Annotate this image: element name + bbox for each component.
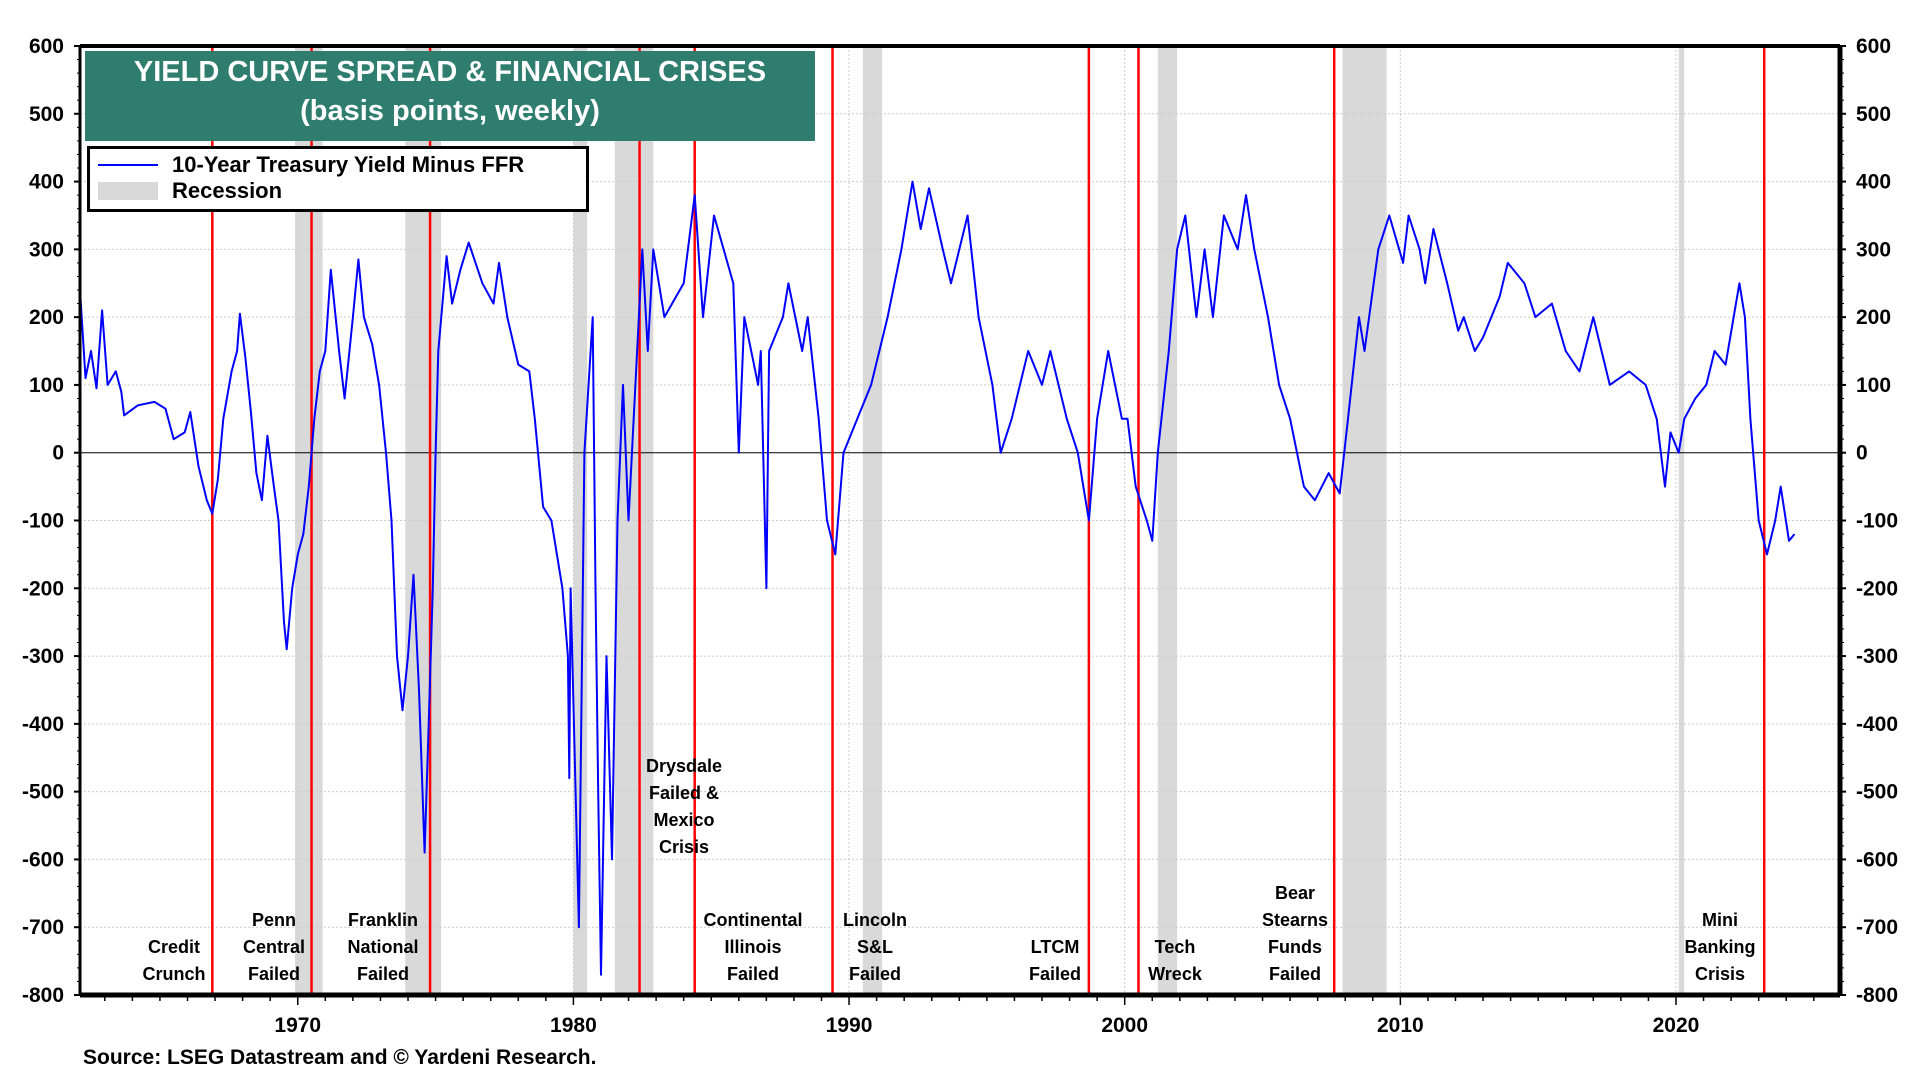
y-tick-label-left: -700 <box>22 916 64 939</box>
y-tick-label-left: 600 <box>29 35 64 58</box>
legend-recession-swatch <box>98 182 158 200</box>
crisis-annotation: Drysdale <box>646 756 722 776</box>
legend-series-label: 10-Year Treasury Yield Minus FFR <box>172 152 525 177</box>
crisis-annotation: Failed <box>1269 964 1321 984</box>
y-tick-label-left: -600 <box>22 848 64 871</box>
legend-line-swatch <box>98 164 158 166</box>
chart-title-box: YIELD CURVE SPREAD & FINANCIAL CRISES (b… <box>85 51 815 141</box>
y-tick-label-right: 300 <box>1856 238 1891 261</box>
legend: 10-Year Treasury Yield Minus FFR Recessi… <box>87 146 589 212</box>
y-tick-label-right: -400 <box>1856 713 1898 736</box>
crisis-annotation: Failed <box>727 964 779 984</box>
crisis-annotation: National <box>347 937 418 957</box>
x-tick-label: 2000 <box>1101 1014 1148 1037</box>
recession-band <box>1157 46 1178 995</box>
crisis-annotation: Failed <box>1029 964 1081 984</box>
y-tick-label-left: -100 <box>22 510 64 533</box>
y-tick-label-right: -600 <box>1856 848 1898 871</box>
y-tick-label-left: 500 <box>29 103 64 126</box>
crisis-annotation: Illinois <box>724 937 781 957</box>
y-tick-label-left: 200 <box>29 306 64 329</box>
chart-subtitle: (basis points, weekly) <box>300 95 600 127</box>
crisis-annotation: Wreck <box>1148 964 1203 984</box>
crisis-annotation: Mexico <box>653 810 714 830</box>
legend-recession-label: Recession <box>172 178 283 203</box>
y-tick-label-right: 400 <box>1856 171 1891 194</box>
crisis-annotation: Credit <box>148 937 200 957</box>
crisis-annotation: Mini <box>1702 910 1738 930</box>
source-note: Source: LSEG Datastream and © Yardeni Re… <box>83 1046 597 1069</box>
y-tick-label-left: -500 <box>22 781 64 804</box>
y-tick-label-left: -300 <box>22 645 64 668</box>
y-tick-label-left: 400 <box>29 171 64 194</box>
y-tick-label-right: 100 <box>1856 374 1891 397</box>
crisis-annotation: Lincoln <box>843 910 907 930</box>
crisis-annotation: Funds <box>1268 937 1322 957</box>
crisis-annotation: Crisis <box>1695 964 1745 984</box>
y-tick-label-right: -300 <box>1856 645 1898 668</box>
y-tick-label-left: 300 <box>29 238 64 261</box>
y-tick-label-left: -400 <box>22 713 64 736</box>
crisis-annotation: Franklin <box>348 910 418 930</box>
y-tick-label-right: -500 <box>1856 781 1898 804</box>
crisis-annotation: Failed <box>248 964 300 984</box>
x-tick-label: 1990 <box>826 1014 873 1037</box>
y-tick-label-right: -100 <box>1856 510 1898 533</box>
crisis-annotation: Banking <box>1684 937 1755 957</box>
legend-item-series: 10-Year Treasury Yield Minus FFR <box>98 152 524 178</box>
x-tick-label: 2020 <box>1653 1014 1700 1037</box>
x-tick-label: 1980 <box>550 1014 597 1037</box>
crisis-annotation: LTCM <box>1031 937 1080 957</box>
y-tick-label-right: 200 <box>1856 306 1891 329</box>
crisis-annotation: S&L <box>857 937 893 957</box>
y-tick-label-right: 600 <box>1856 35 1891 58</box>
crisis-annotation: Crunch <box>143 964 206 984</box>
y-tick-label-right: 500 <box>1856 103 1891 126</box>
series-line <box>79 180 1796 976</box>
crisis-annotation: Penn <box>252 910 296 930</box>
crisis-annotation: Tech <box>1155 937 1196 957</box>
crisis-annotation: Failed <box>357 964 409 984</box>
y-tick-label-left: 100 <box>29 374 64 397</box>
legend-item-recession: Recession <box>98 178 282 204</box>
y-tick-label-right: -700 <box>1856 916 1898 939</box>
x-tick-label: 1970 <box>274 1014 321 1037</box>
y-tick-label-left: -800 <box>22 984 64 1007</box>
crisis-annotation: Central <box>243 937 305 957</box>
crisis-annotation: Stearns <box>1262 910 1328 930</box>
crisis-annotation: Continental <box>704 910 803 930</box>
crisis-annotation: Failed <box>849 964 901 984</box>
crisis-annotation: Crisis <box>659 837 709 857</box>
crisis-annotation: Bear <box>1275 883 1315 903</box>
y-tick-label-left: -200 <box>22 577 64 600</box>
y-tick-label-left: 0 <box>52 442 64 465</box>
x-tick-label: 2010 <box>1377 1014 1424 1037</box>
crisis-annotation: Failed & <box>649 783 719 803</box>
y-tick-label-right: -200 <box>1856 577 1898 600</box>
chart-title: YIELD CURVE SPREAD & FINANCIAL CRISES <box>133 56 767 88</box>
y-tick-label-right: 0 <box>1856 442 1868 465</box>
y-tick-label-right: -800 <box>1856 984 1898 1007</box>
